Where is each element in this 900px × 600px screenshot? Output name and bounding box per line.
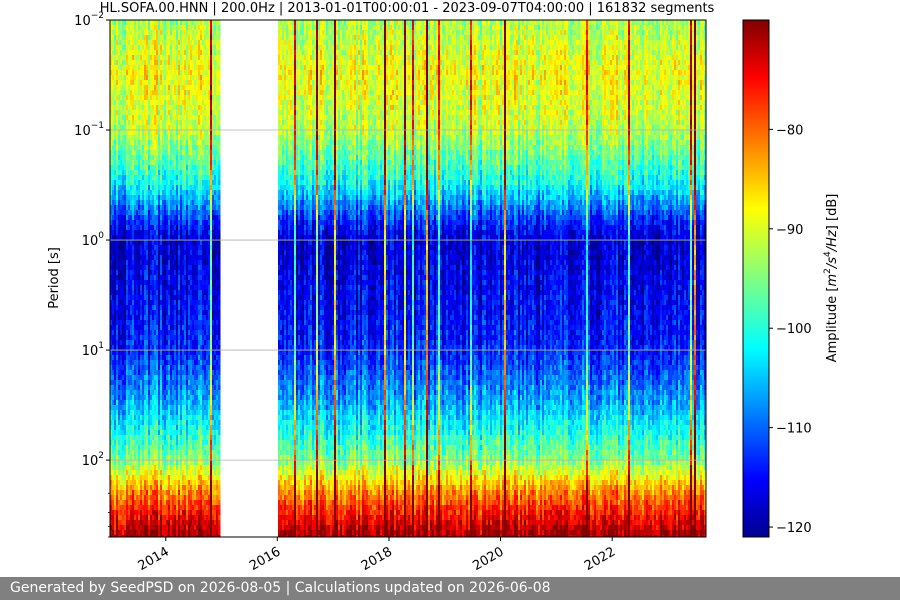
colorbar-tick-label: −110 [776, 422, 812, 437]
x-axis: 2014 2016 2018 2020 2022 [136, 537, 619, 574]
colorbar-label: Amplitude [m2/s4/Hz] [dB] [823, 194, 840, 363]
y-tick-label: 101 [82, 341, 104, 359]
chart-title: HL.SOFA.00.HNN | 200.0Hz | 2013-01-01T00… [100, 1, 715, 16]
colorbar-tick-label: −100 [776, 322, 812, 337]
x-tick-label: 2020 [470, 544, 506, 574]
spectrogram-heatmap [110, 20, 707, 541]
footer-bar: Generated by SeedPSD on 2026-08-05 | Cal… [0, 577, 900, 600]
colorbar-tick-label: −80 [776, 123, 803, 138]
plot-area [110, 20, 707, 541]
x-tick-label: 2022 [582, 544, 618, 574]
colorbar: −80 −90 −100 −110 −120 Amplitude [m2/s4/Hz] … [743, 20, 840, 537]
colorbar-gradient [743, 20, 769, 537]
y-tick-label: 102 [82, 451, 104, 469]
footer-text: Generated by SeedPSD on 2026-08-05 | Cal… [10, 580, 551, 596]
colorbar-tick-label: −120 [776, 521, 812, 536]
y-tick-label: 10−1 [74, 121, 104, 139]
y-axis-label: Period [s] [47, 247, 62, 309]
colorbar-tick-label: −90 [776, 223, 803, 238]
y-tick-label: 10−2 [74, 11, 104, 29]
y-axis: 10−2 10−1 100 101 102 [74, 11, 110, 537]
psd-figure: HL.SOFA.00.HNN | 200.0Hz | 2013-01-01T00… [0, 0, 900, 577]
x-tick-label: 2016 [247, 544, 283, 574]
x-tick-label: 2018 [359, 544, 395, 574]
y-tick-label: 100 [82, 231, 105, 249]
x-tick-label: 2014 [136, 544, 172, 574]
